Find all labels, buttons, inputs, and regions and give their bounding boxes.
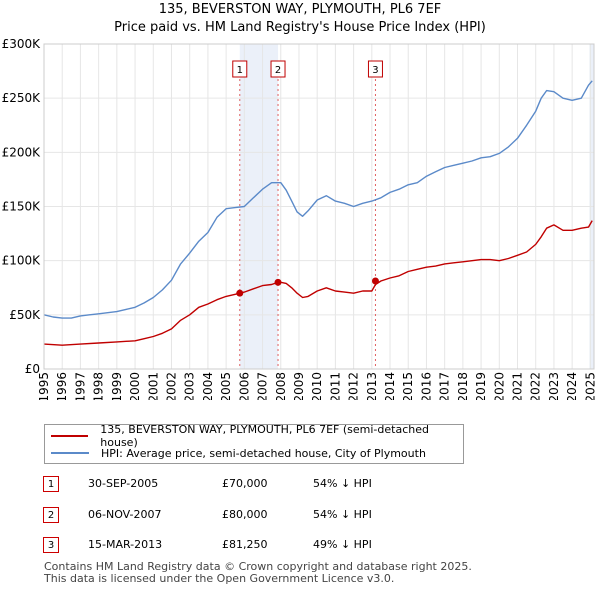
- x-tick-label: 2000: [128, 372, 142, 400]
- x-tick-label: 2007: [256, 372, 270, 400]
- x-tick-label: 2012: [347, 372, 361, 400]
- x-tick-label: 2025: [583, 372, 597, 400]
- legend-swatch-price-paid: [51, 435, 89, 437]
- sale-badge-label-3: 3: [372, 65, 378, 76]
- transaction-price: £70,000: [222, 477, 268, 490]
- sale-point-2: [274, 278, 282, 286]
- legend: 135, BEVERSTON WAY, PLYMOUTH, PL6 7EF (s…: [44, 423, 464, 464]
- x-tick-label: 2019: [474, 372, 488, 400]
- y-tick-label: £250K: [2, 91, 42, 105]
- x-tick-label: 1997: [73, 372, 87, 400]
- x-tick-label: 2023: [547, 372, 561, 400]
- footer-copyright: Contains HM Land Registry data © Crown c…: [44, 560, 472, 573]
- price-chart: 1 2 3 £0 £50K £100K £150K £200K £250K £300K 1995 1…: [2, 37, 598, 400]
- x-tick-label: 1998: [92, 372, 106, 400]
- x-tick-label: 2010: [310, 372, 324, 400]
- x-tick-label: 2016: [419, 372, 433, 400]
- x-tick-label: 2005: [219, 372, 233, 400]
- transaction-price: £80,000: [222, 508, 268, 521]
- sale-badge-label-1: 1: [237, 65, 243, 76]
- y-tick-label: £200K: [2, 145, 42, 159]
- x-tick-label: 2003: [183, 372, 197, 400]
- transaction-hpi-diff: 54% ↓ HPI: [313, 477, 372, 490]
- x-tick-label: 2017: [438, 372, 452, 400]
- transaction-badge: 1: [43, 476, 59, 492]
- x-tick-label: 2021: [511, 372, 525, 400]
- x-tick-label: 2002: [164, 372, 178, 400]
- x-tick-label: 2011: [328, 372, 342, 400]
- footer-licence: This data is licensed under the Open Gov…: [44, 572, 395, 585]
- y-tick-label: £0: [25, 362, 40, 376]
- sale-point-3: [371, 277, 379, 285]
- y-tick-label: £150K: [2, 200, 42, 214]
- chart-title: 135, BEVERSTON WAY, PLYMOUTH, PL6 7EF: [158, 2, 442, 17]
- x-tick-label: 2014: [383, 372, 397, 400]
- transaction-hpi-diff: 49% ↓ HPI: [313, 538, 372, 551]
- legend-label-hpi: HPI: Average price, semi-detached house,…: [101, 446, 426, 460]
- sale-badge-box-3: [367, 60, 383, 78]
- transaction-date: 15-MAR-2013: [88, 538, 163, 551]
- transaction-badge: 2: [43, 507, 59, 523]
- x-tick-label: 2006: [237, 372, 251, 400]
- chart-subtitle: Price paid vs. HM Land Registry's House …: [114, 20, 486, 35]
- plot-border: [43, 43, 595, 370]
- x-tick-label: 2018: [456, 372, 470, 400]
- y-tick-label: £100K: [2, 254, 42, 268]
- x-tick-label: 2001: [146, 372, 160, 400]
- x-tick-label: 2008: [274, 372, 288, 400]
- x-tick-label: 2024: [565, 372, 579, 400]
- transaction-hpi-diff: 54% ↓ HPI: [313, 508, 372, 521]
- x-tick-label: 2009: [292, 372, 306, 400]
- sale-badge-label-2: 2: [275, 65, 281, 76]
- hpi-series-line: [43, 80, 593, 319]
- legend-item-price-paid: 135, BEVERSTON WAY, PLYMOUTH, PL6 7EF (s…: [51, 423, 463, 449]
- x-tick-label: 2013: [365, 372, 379, 400]
- y-tick-label: £50K: [9, 308, 41, 322]
- x-tick-label: 1995: [37, 372, 51, 400]
- transaction-price: £81,250: [222, 538, 268, 551]
- legend-item-hpi: HPI: Average price, semi-detached house,…: [51, 445, 426, 461]
- x-tick-label: 2020: [492, 372, 506, 400]
- transaction-badge: 3: [43, 537, 59, 553]
- y-tick-label: £300K: [2, 37, 42, 51]
- x-tick-label: 1999: [110, 372, 124, 400]
- x-tick-label: 2004: [201, 372, 215, 400]
- sale-badge-box-1: [232, 60, 248, 78]
- transaction-date: 30-SEP-2005: [88, 477, 159, 490]
- sale-badge-box-2: [270, 60, 286, 78]
- x-tick-label: 2022: [529, 372, 543, 400]
- x-tick-label: 1996: [55, 372, 69, 400]
- transaction-date: 06-NOV-2007: [88, 508, 162, 521]
- legend-label-price-paid: 135, BEVERSTON WAY, PLYMOUTH, PL6 7EF (s…: [100, 423, 429, 449]
- price-paid-series-line: [43, 220, 593, 346]
- legend-swatch-hpi: [51, 452, 89, 454]
- x-tick-label: 2015: [401, 372, 415, 400]
- sale-point-1: [236, 289, 244, 297]
